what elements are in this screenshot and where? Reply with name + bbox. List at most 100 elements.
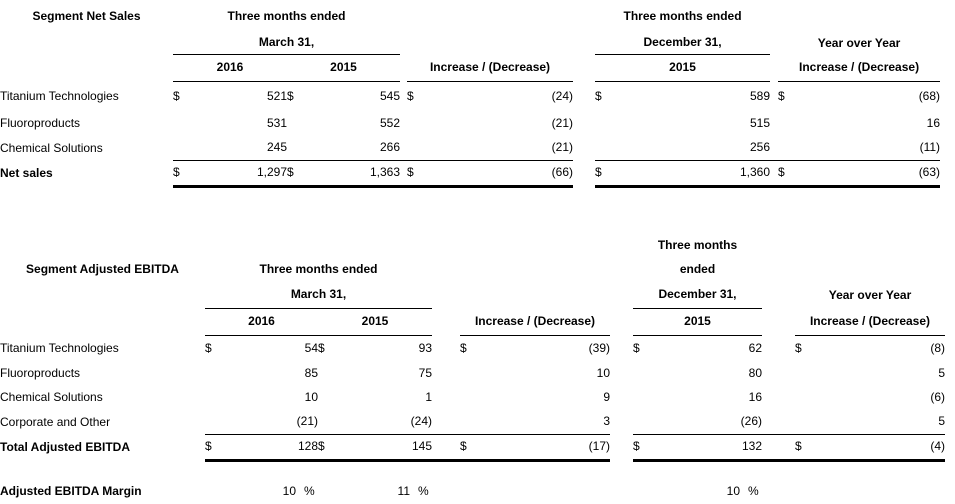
- currency-symbol: [205, 410, 235, 435]
- value-increase: (21): [551, 140, 574, 155]
- currency-symbol: [173, 112, 203, 136]
- value-dec-2015: 1,360: [633, 160, 771, 188]
- currency-symbol: $: [595, 89, 602, 104]
- value-2015: 75: [418, 366, 432, 381]
- currency-symbol: $: [595, 160, 634, 188]
- currency-symbol: $: [173, 89, 180, 104]
- segment-net-sales-table: Segment Net Sales Three months ended Thr…: [0, 2, 955, 188]
- value-2015: 545: [379, 89, 401, 104]
- currency-symbol: $: [778, 160, 817, 188]
- header-year-over-year: Year over Year: [817, 35, 901, 50]
- value-2016: 10: [304, 390, 318, 405]
- header-yoy-increase-decrease: Increase / (Decrease): [778, 54, 941, 82]
- header-increase-decrease: Increase / (Decrease): [460, 308, 610, 336]
- currency-symbol: [318, 386, 348, 410]
- currency-symbol: [778, 112, 816, 136]
- header-2016: 2016: [173, 54, 287, 82]
- currency-symbol: $: [287, 160, 317, 188]
- currency-symbol: $: [633, 341, 640, 356]
- header-yoy-increase-decrease: Increase / (Decrease): [795, 308, 945, 336]
- currency-symbol: $: [407, 89, 414, 104]
- currency-symbol: $: [318, 341, 325, 356]
- header-dec-2015: 2015: [633, 308, 762, 336]
- margin-2015-cell: 11%: [348, 480, 432, 504]
- segment-adjusted-ebitda-table: Three months Segment Adjusted EBITDA Thr…: [0, 234, 955, 504]
- row-label: Chemical Solutions: [0, 140, 103, 155]
- currency-symbol: [595, 112, 633, 136]
- value-2015: (24): [410, 414, 432, 429]
- row-label: Chemical Solutions: [0, 390, 103, 405]
- value-yoy: (8): [930, 341, 945, 356]
- header-three-months: Three months: [657, 238, 738, 253]
- currency-symbol: $: [318, 434, 348, 462]
- value-yoy: (4): [833, 434, 945, 462]
- value-dec-2015: 132: [671, 434, 762, 462]
- value-increase: 10: [596, 366, 610, 381]
- currency-symbol: [795, 362, 833, 386]
- currency-symbol: [633, 410, 671, 435]
- header-three-months-ended-december: Three months ended: [623, 9, 742, 24]
- header-2015: 2015: [287, 54, 401, 82]
- header-three-months-ended-march: Three months ended: [259, 262, 378, 277]
- value-increase: 9: [603, 390, 610, 405]
- value-2015: 266: [379, 140, 401, 155]
- currency-symbol: $: [460, 341, 467, 356]
- currency-symbol: [173, 136, 203, 161]
- value-2015: 145: [348, 434, 432, 462]
- value-2015: 1,363: [317, 160, 401, 188]
- currency-symbol: $: [205, 434, 235, 462]
- header-2016: 2016: [205, 308, 318, 336]
- header-march-31: March 31,: [205, 282, 432, 309]
- currency-symbol: $: [795, 434, 833, 462]
- table-title: Segment Net Sales: [32, 9, 141, 24]
- value-yoy: (6): [930, 390, 945, 405]
- currency-symbol: [318, 410, 348, 435]
- header-dec-2015: 2015: [595, 54, 771, 82]
- currency-symbol: $: [173, 160, 203, 188]
- currency-symbol: $: [795, 341, 802, 356]
- value-2016: 521: [266, 89, 287, 104]
- currency-symbol: [595, 136, 633, 161]
- currency-symbol: [778, 136, 816, 161]
- row-label: Corporate and Other: [0, 414, 111, 429]
- value-2016: 85: [304, 366, 318, 381]
- value-dec-2015: (26): [740, 414, 762, 429]
- header-ended: ended: [679, 262, 716, 277]
- value-2015: 1: [425, 390, 432, 405]
- value-2016: 1,297: [203, 160, 287, 188]
- currency-symbol: $: [778, 89, 785, 104]
- currency-symbol: $: [287, 89, 294, 104]
- currency-symbol: [633, 362, 671, 386]
- currency-symbol: [460, 386, 498, 410]
- currency-symbol: [460, 362, 498, 386]
- value-2016: 531: [266, 116, 287, 131]
- currency-symbol: [795, 410, 833, 435]
- header-2015: 2015: [318, 308, 432, 336]
- currency-symbol: [460, 410, 498, 435]
- value-2016: 245: [266, 140, 287, 155]
- header-year-over-year: Year over Year: [828, 287, 912, 302]
- value-yoy: (11): [919, 140, 941, 155]
- header-three-months-ended-march: Three months ended: [227, 9, 346, 24]
- value-yoy: 5: [938, 414, 945, 429]
- value-yoy: 16: [926, 116, 941, 131]
- value-dec-2015: 515: [750, 116, 771, 131]
- row-label: Fluoroproducts: [0, 116, 81, 131]
- row-label: Titanium Technologies: [0, 341, 119, 356]
- header-december-31: December 31,: [633, 282, 762, 309]
- value-yoy: 5: [938, 366, 945, 381]
- currency-symbol: [287, 136, 317, 161]
- margin-value: 10: [726, 484, 740, 499]
- row-label: Fluoroproducts: [0, 366, 81, 381]
- row-label: Titanium Technologies: [0, 89, 119, 104]
- value-dec-2015: 589: [750, 89, 771, 104]
- currency-symbol: [287, 112, 317, 136]
- percent-sign: %: [418, 484, 429, 499]
- currency-symbol: $: [407, 160, 446, 188]
- currency-symbol: $: [205, 341, 212, 356]
- value-increase: (21): [551, 116, 574, 131]
- currency-symbol: [633, 386, 671, 410]
- header-march-31: March 31,: [173, 32, 401, 55]
- margin-value: 11: [397, 484, 410, 499]
